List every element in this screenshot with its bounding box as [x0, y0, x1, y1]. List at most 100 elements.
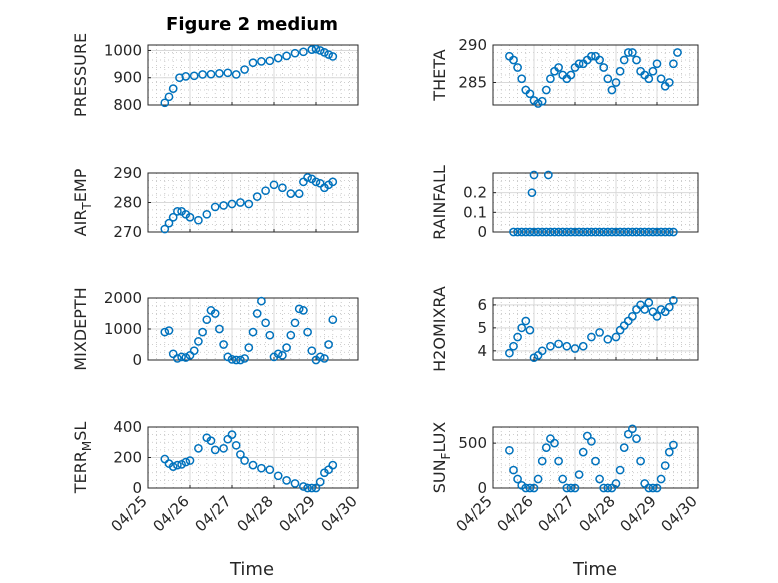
- data-point: [587, 51, 596, 61]
- data-point: [623, 48, 633, 57]
- y-tick-label: 2000: [104, 289, 142, 307]
- data-point: [517, 227, 527, 237]
- data-point: [611, 227, 621, 237]
- data-point: [505, 348, 514, 358]
- x-axis-label-left: Time: [229, 559, 274, 580]
- data-point: [513, 332, 522, 342]
- data-point: [529, 170, 539, 180]
- y-axis-label: H2OMIXRA: [430, 286, 449, 372]
- data-point: [632, 434, 641, 444]
- data-point: [603, 334, 613, 344]
- axes-border: [147, 426, 359, 489]
- data-point: [311, 177, 321, 187]
- data-point: [315, 477, 325, 487]
- data-point: [265, 330, 275, 340]
- data-point: [619, 227, 629, 237]
- data-point: [673, 48, 682, 57]
- y-tick-label: 0: [132, 479, 142, 497]
- x-tick-label: 04/28: [234, 492, 277, 535]
- data-point: [582, 431, 592, 441]
- axes-border: [492, 44, 699, 106]
- data-point: [164, 92, 174, 102]
- data-point: [513, 227, 522, 237]
- axes-border: [147, 297, 359, 361]
- y-tick-label: 4: [477, 342, 487, 360]
- data-point: [282, 51, 291, 61]
- data-point: [664, 302, 674, 312]
- data-point: [307, 45, 317, 54]
- data-point: [570, 227, 580, 237]
- data-point: [669, 59, 678, 69]
- data-point: [299, 47, 308, 57]
- data-point: [554, 227, 563, 237]
- y-axis-label: PRESSURE: [71, 33, 90, 117]
- y-axis-label: AIRTEMP: [71, 168, 94, 236]
- data-point: [591, 227, 600, 237]
- data-point: [236, 198, 245, 207]
- data-point: [328, 460, 338, 470]
- data-point: [265, 465, 275, 475]
- x-tick-label: 04/26: [150, 492, 193, 535]
- data-point: [566, 227, 576, 237]
- x-tick-label: 04/25: [108, 492, 151, 535]
- data-point: [595, 55, 604, 65]
- data-point: [198, 327, 207, 337]
- data-point: [640, 227, 650, 237]
- data-point: [652, 483, 662, 493]
- data-point: [261, 186, 270, 196]
- data-point: [525, 227, 535, 237]
- data-point: [632, 55, 641, 65]
- data-point: [546, 227, 555, 237]
- data-point: [541, 443, 551, 452]
- data-point: [529, 227, 539, 237]
- data-point: [636, 456, 645, 466]
- data-point: [623, 429, 633, 439]
- data-point: [173, 354, 182, 363]
- data-point: [648, 66, 658, 76]
- data-point: [290, 48, 300, 58]
- y-tick-label: 0.1: [463, 203, 487, 221]
- data-point: [181, 72, 191, 81]
- data-point: [595, 474, 604, 484]
- data-point: [311, 483, 321, 493]
- data-point: [582, 227, 592, 237]
- data-point: [541, 85, 551, 95]
- data-point: [623, 227, 633, 237]
- data-point: [328, 52, 338, 61]
- y-tick-label: 6: [477, 296, 487, 314]
- data-point: [315, 352, 325, 362]
- data-point: [664, 447, 674, 457]
- data-point: [513, 474, 522, 484]
- data-point: [198, 70, 207, 79]
- data-point: [648, 483, 658, 493]
- data-point: [273, 53, 283, 63]
- data-point: [607, 227, 617, 237]
- x-tick-label: 04/28: [576, 492, 619, 535]
- data-point: [554, 63, 563, 72]
- data-point: [223, 68, 233, 78]
- data-point: [328, 177, 338, 187]
- data-point: [257, 57, 266, 66]
- data-point: [656, 227, 666, 237]
- figure-title: Figure 2 medium: [166, 14, 338, 35]
- x-tick-label: 04/27: [535, 492, 578, 535]
- y-axis-label: MIXDEPTH: [71, 287, 90, 370]
- data-point: [628, 227, 637, 237]
- data-point: [533, 227, 543, 237]
- data-point: [644, 74, 654, 84]
- data-point: [664, 78, 674, 87]
- data-point: [554, 456, 563, 466]
- data-point: [521, 227, 531, 237]
- data-point: [290, 318, 300, 328]
- data-point: [168, 84, 178, 93]
- data-point: [527, 188, 537, 198]
- data-point: [669, 295, 678, 305]
- data-point: [587, 332, 596, 342]
- data-point: [562, 483, 572, 493]
- data-point: [265, 56, 275, 66]
- subplot-8: 0 500 SUNFLUX04/2504/2604/2704/2804/2904/3…: [430, 422, 701, 536]
- y-axis-label: THETA: [430, 49, 449, 101]
- data-point: [286, 330, 296, 340]
- data-point: [219, 444, 228, 453]
